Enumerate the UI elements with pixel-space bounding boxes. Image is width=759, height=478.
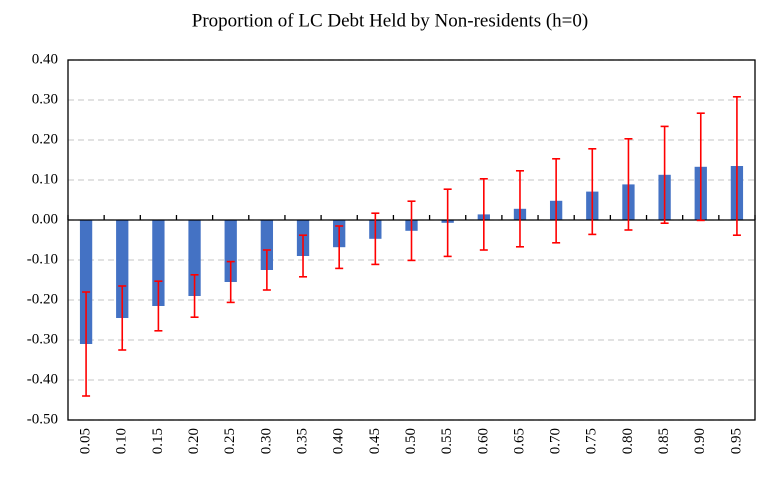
error-bar (371, 212, 380, 266)
x-tick-label: 0.95 (728, 428, 744, 454)
error-bar (226, 260, 235, 304)
x-tick-label: 0.65 (511, 428, 527, 454)
error-bar (588, 148, 597, 236)
x-tick-label: 0.80 (620, 428, 636, 454)
y-tick-label: -0.10 (27, 251, 58, 267)
y-tick-label: 0.30 (32, 91, 58, 107)
error-bar (624, 138, 633, 231)
plot-border (67, 59, 756, 421)
y-tick-label: -0.50 (27, 411, 58, 427)
x-tick-label: 0.40 (331, 428, 347, 454)
x-tick-label: 0.35 (294, 428, 310, 454)
x-tick-label: 0.70 (548, 428, 564, 454)
y-tick-label: 0.20 (32, 131, 58, 147)
y-tick-label: 0.00 (32, 211, 58, 227)
bar (260, 220, 274, 270)
y-tick-label: -0.40 (27, 371, 58, 387)
bar (188, 220, 201, 296)
error-bar (552, 158, 561, 244)
error-bar (82, 291, 91, 397)
error-bar (732, 96, 741, 236)
x-tick-label: 0.20 (186, 428, 202, 454)
x-tick-label: 0.55 (439, 428, 455, 454)
error-bar (335, 225, 344, 270)
error-bar (515, 170, 524, 248)
error-bar (479, 178, 488, 251)
bar (116, 220, 129, 318)
error-bar (696, 112, 705, 222)
x-tick-label: 0.45 (367, 428, 383, 454)
x-tick-label: 0.90 (692, 428, 708, 454)
error-bar (299, 234, 308, 278)
error-bar (262, 249, 271, 291)
bar (152, 220, 165, 306)
x-tick-label: 0.75 (584, 428, 600, 454)
y-tick-label: -0.20 (27, 291, 58, 307)
x-tick-label: 0.25 (222, 428, 238, 454)
error-bar (118, 285, 127, 351)
x-tick-label: 0.30 (258, 428, 274, 454)
bar (224, 220, 237, 282)
x-tick-label: 0.15 (150, 428, 166, 454)
error-bar (660, 125, 669, 224)
y-tick-label: 0.40 (32, 51, 58, 67)
x-tick-label: 0.85 (656, 428, 672, 454)
error-bar (407, 200, 416, 262)
bar (79, 220, 93, 344)
x-tick-label: 0.60 (475, 428, 491, 454)
chart-title: Proportion of LC Debt Held by Non-reside… (192, 10, 588, 31)
y-tick-label: -0.30 (27, 331, 58, 347)
y-tick-label: 0.10 (32, 171, 58, 187)
error-bar (154, 280, 163, 332)
x-tick-label: 0.10 (114, 428, 130, 454)
x-tick-label: 0.05 (78, 428, 94, 454)
x-tick-label: 0.50 (403, 428, 419, 454)
error-bar (190, 273, 199, 319)
error-bar (443, 188, 452, 258)
